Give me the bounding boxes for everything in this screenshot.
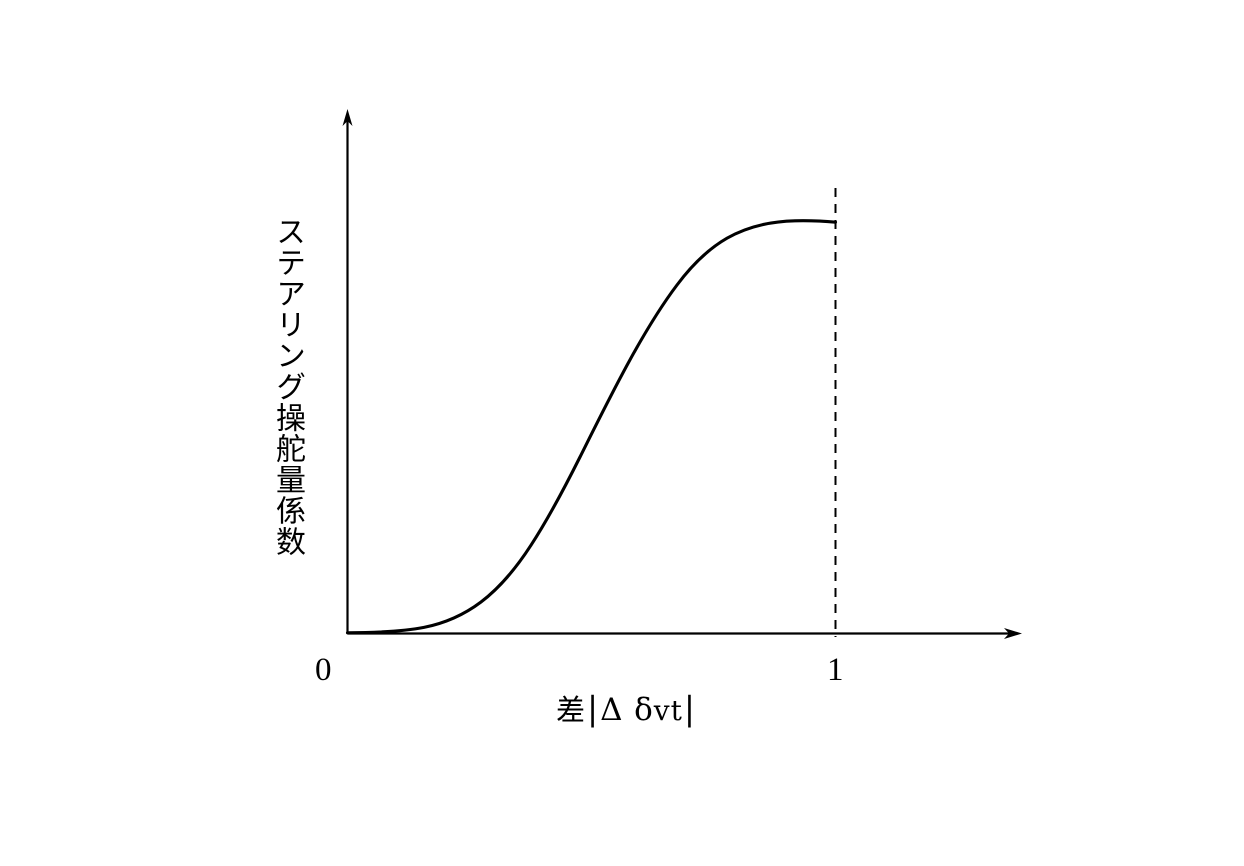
y-axis-label: ステアリング操舵量係数 [262, 196, 302, 576]
x-axis-label-open-bar: | [586, 689, 600, 728]
x-axis-label: 差|Δ δvt| [556, 692, 697, 726]
x-tick-label-1: 1 [827, 654, 844, 687]
x-axis-label-variable: vt [654, 694, 683, 727]
x-tick-label-0: 0 [315, 654, 332, 687]
x-axis-label-delta-upper: Δ [600, 692, 623, 728]
plot-canvas [0, 0, 1244, 866]
x-axis-label-close-bar: | [683, 689, 697, 728]
figure-root: ステアリング操舵量係数 差|Δ δvt| 0 1 [0, 0, 1244, 866]
data-curve [348, 221, 836, 633]
x-axis-label-kanji: 差 [556, 693, 586, 727]
x-axis-label-delta-lower: δ [634, 692, 654, 728]
